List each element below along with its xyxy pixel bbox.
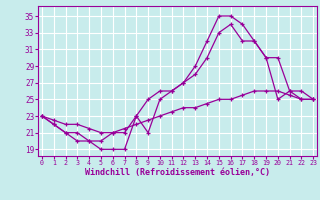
X-axis label: Windchill (Refroidissement éolien,°C): Windchill (Refroidissement éolien,°C) bbox=[85, 168, 270, 177]
